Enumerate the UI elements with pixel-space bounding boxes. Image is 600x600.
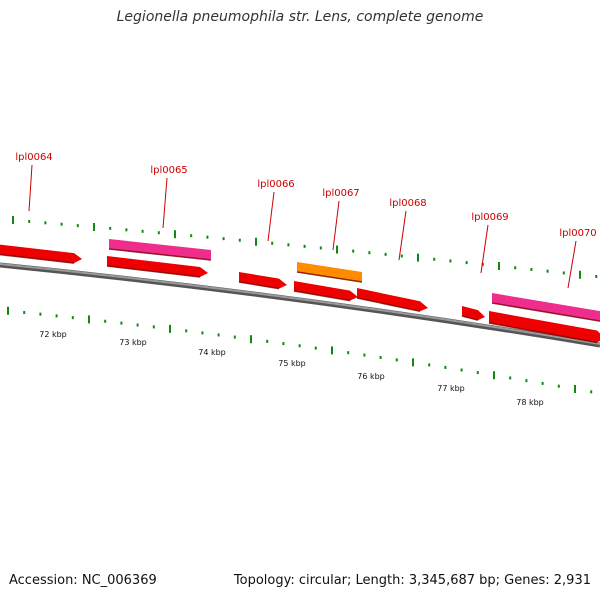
gene-arrow-lpl0067-orange[interactable] — [297, 262, 362, 282]
gene-label-leader — [332, 200, 340, 251]
genome-summary-text: Topology: circular; Length: 3,345,687 bp… — [233, 573, 591, 588]
gene-label-lpl0065[interactable]: lpl0065 — [150, 165, 187, 176]
gene-arrow-edge — [238, 281, 280, 290]
gene-arrow-lpl0066-red[interactable] — [239, 272, 287, 289]
genome-backbone-highlight — [0, 263, 600, 345]
gene-arrow-edge — [491, 302, 600, 322]
gene-arrow-lpl0065-pink[interactable] — [109, 239, 211, 260]
gene-arrow-edge — [296, 271, 363, 283]
gene-label-lpl0070[interactable]: lpl0070 — [559, 228, 596, 239]
gene-label-leader — [162, 177, 168, 229]
gene-arrow-lpl0065-red[interactable] — [107, 256, 208, 278]
gene-arrow-lpl0068-red[interactable] — [357, 288, 428, 312]
scale-label-layer: 72 kbp 73 kbp 74 kbp 75 kbp 76 kbp 77 kbp 78 k… — [39, 330, 544, 407]
gene-arrow-lpl0070-red[interactable] — [489, 311, 600, 343]
gene-label-layer: lpl0064 lpl0065 lpl0066 lpl0067 lpl0068 lpl00… — [15, 152, 597, 289]
scale-label: 74 kbp — [198, 348, 226, 357]
inner-tick-row — [7, 306, 593, 394]
gene-label-leader — [28, 164, 33, 212]
gene-arrow-edge — [356, 297, 421, 313]
scale-label: 75 kbp — [278, 359, 306, 368]
scale-label: 76 kbp — [357, 372, 385, 381]
gene-track — [0, 239, 600, 344]
gene-arrow-edge — [108, 248, 212, 261]
scale-label: 78 kbp — [516, 398, 544, 407]
gene-label-leader — [398, 210, 407, 261]
gene-arrow-unlabeled-red[interactable] — [0, 244, 82, 264]
gene-label-lpl0064[interactable]: lpl0064 — [15, 152, 52, 163]
gene-arrow-lpl0069-red[interactable] — [462, 306, 485, 321]
scale-label: 73 kbp — [119, 338, 147, 347]
gene-arrow-edge — [293, 290, 351, 302]
gene-label-lpl0068[interactable]: lpl0068 — [389, 198, 426, 209]
gene-arrow-lpl0070-pink[interactable] — [492, 293, 600, 322]
gene-arrow-edge — [106, 265, 201, 278]
gene-label-leader — [567, 240, 577, 289]
scale-label: 72 kbp — [39, 330, 67, 339]
outer-tick-row — [12, 216, 598, 279]
gene-label-lpl0066[interactable]: lpl0066 — [257, 179, 294, 190]
gene-label-lpl0067[interactable]: lpl0067 — [322, 188, 359, 199]
gene-arrow-edge — [488, 322, 598, 344]
gene-label-leader — [267, 191, 275, 242]
map-title: Legionella pneumophila str. Lens, comple… — [116, 9, 484, 25]
accession-text: Accession: NC_006369 — [9, 573, 157, 588]
gene-label-leader — [480, 224, 489, 274]
scale-label: 77 kbp — [437, 384, 465, 393]
gene-arrow-edge — [0, 253, 75, 264]
gene-arrow-lpl0067-red[interactable] — [294, 281, 358, 301]
gene-label-lpl0069[interactable]: lpl0069 — [471, 212, 508, 223]
gene-arrow-edge — [461, 315, 479, 321]
